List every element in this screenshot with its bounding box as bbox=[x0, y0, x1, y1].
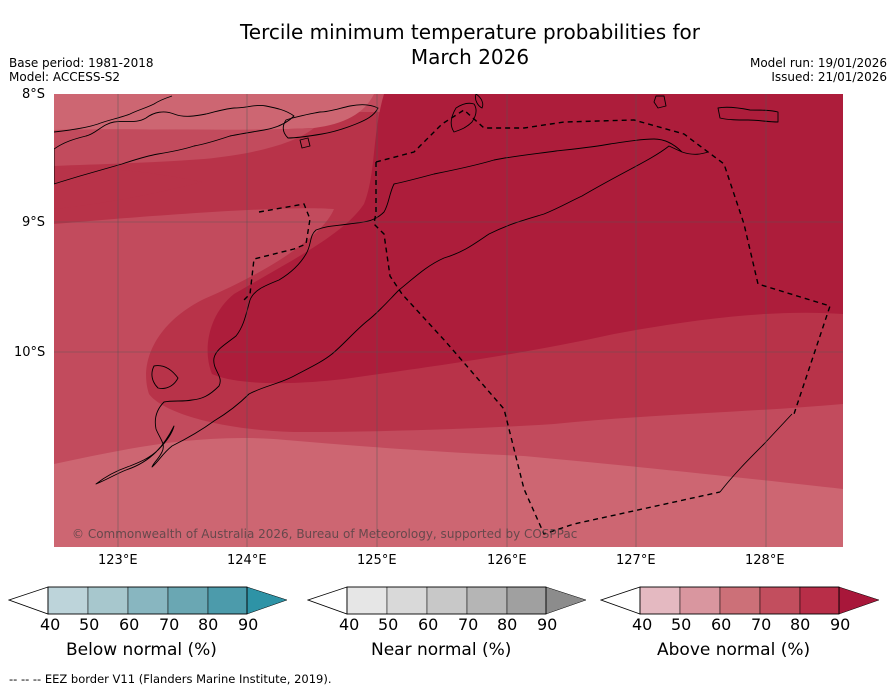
tick-near-90: 90 bbox=[537, 615, 558, 634]
colorbar-above-seg-3 bbox=[759, 586, 801, 615]
eez-borders bbox=[243, 109, 831, 535]
semau-coastline bbox=[151, 365, 179, 389]
small-island-2 bbox=[717, 106, 779, 123]
legend-below-label: Below normal (%) bbox=[66, 640, 217, 660]
colorbar-above-seg-0 bbox=[639, 586, 681, 615]
colorbar-near-seg-3 bbox=[466, 586, 508, 615]
tick-above-70: 70 bbox=[751, 615, 772, 634]
tick-above-50: 50 bbox=[671, 615, 692, 634]
flores-top-coastline bbox=[54, 95, 173, 133]
colorbar-below-seg-2 bbox=[127, 586, 169, 615]
colorbar-near-seg-1 bbox=[386, 586, 428, 615]
legend-above-label: Above normal (%) bbox=[657, 640, 811, 660]
tick-above-40: 40 bbox=[632, 615, 653, 634]
lat-label-9s: 9°S bbox=[22, 215, 46, 230]
tick-near-40: 40 bbox=[339, 615, 360, 634]
colorbar-below-arrow-right bbox=[246, 586, 288, 615]
timor-east-coastline bbox=[681, 151, 709, 155]
tick-below-80: 80 bbox=[198, 615, 219, 634]
eez-timor-leste bbox=[373, 162, 721, 535]
coastlines bbox=[54, 94, 793, 493]
small-island-3 bbox=[475, 94, 484, 109]
lon-label-128e: 128°E bbox=[745, 553, 785, 568]
colorbar-above-normal bbox=[599, 586, 880, 615]
lon-label-125e: 125°E bbox=[357, 553, 397, 568]
tick-above-90: 90 bbox=[830, 615, 851, 634]
footnote: -- -- -- EEZ border V11 (Flanders Marine… bbox=[9, 672, 332, 686]
tick-above-80: 80 bbox=[790, 615, 811, 634]
colorbar-near-seg-0 bbox=[346, 586, 388, 615]
alor-coastline bbox=[282, 104, 379, 139]
colorbar-near-seg-2 bbox=[426, 586, 468, 615]
lon-label-124e: 124°E bbox=[227, 553, 267, 568]
colorbar-above-arrow-right bbox=[838, 586, 880, 615]
issued-text: Issued: 21/01/2026 bbox=[771, 70, 887, 84]
lon-label-126e: 126°E bbox=[487, 553, 527, 568]
colorbar-above-seg-1 bbox=[679, 586, 721, 615]
tick-below-50: 50 bbox=[79, 615, 100, 634]
eez-north bbox=[375, 109, 831, 415]
colorbar-above-arrow-left bbox=[599, 586, 641, 615]
model-run-text: Model run: 19/01/2026 bbox=[749, 56, 887, 70]
tick-below-90: 90 bbox=[238, 615, 259, 634]
meta-left: Base period: 1981-2018 Model: ACCESS-S2 bbox=[9, 56, 154, 84]
tick-near-60: 60 bbox=[418, 615, 439, 634]
eez-oecusse bbox=[243, 203, 311, 301]
tick-below-70: 70 bbox=[159, 615, 180, 634]
timor-south-east-coastline bbox=[719, 413, 793, 493]
colorbar-near-normal bbox=[306, 586, 587, 615]
band-90 bbox=[207, 94, 843, 384]
model-text: Model: ACCESS-S2 bbox=[9, 70, 121, 84]
lat-label-10s: 10°S bbox=[14, 345, 46, 360]
probability-map bbox=[54, 94, 843, 547]
timor-coastline bbox=[151, 138, 683, 468]
lon-label-123e: 123°E bbox=[98, 553, 138, 568]
legend-below-normal: 40 50 60 70 80 90 Below normal (%) bbox=[7, 586, 290, 666]
tick-near-70: 70 bbox=[458, 615, 479, 634]
legend-near-label: Near normal (%) bbox=[371, 640, 512, 660]
copyright-text: © Commonwealth of Australia 2026, Bureau… bbox=[72, 527, 578, 541]
colorbar-near-arrow-right bbox=[545, 586, 587, 615]
lat-label-8s: 8°S bbox=[22, 87, 46, 102]
band-70-topleft bbox=[54, 128, 314, 166]
band-80-leftstrip bbox=[54, 168, 202, 209]
tick-above-60: 60 bbox=[711, 615, 732, 634]
rote-coastline bbox=[95, 425, 175, 485]
colorbar-below-seg-0 bbox=[47, 586, 89, 615]
legend-near-normal: 40 50 60 70 80 90 Near normal (%) bbox=[306, 586, 589, 666]
colorbar-below-seg-1 bbox=[87, 586, 129, 615]
wetar-coastline bbox=[54, 105, 295, 185]
colorbar-below-arrow-left bbox=[7, 586, 49, 615]
colorbar-below-seg-4 bbox=[207, 586, 248, 615]
meta-right: Model run: 19/01/2026 Issued: 21/01/2026 bbox=[750, 56, 887, 84]
small-island-1 bbox=[653, 95, 667, 109]
colorbar-below-seg-3 bbox=[167, 586, 209, 615]
tick-below-40: 40 bbox=[40, 615, 61, 634]
colorbar-near-seg-4 bbox=[506, 586, 547, 615]
atauro-coastline bbox=[450, 102, 477, 133]
lon-label-127e: 127°E bbox=[616, 553, 656, 568]
colorbar-below-normal bbox=[7, 586, 288, 615]
tick-near-80: 80 bbox=[497, 615, 518, 634]
small-island-4 bbox=[299, 137, 311, 149]
colorbar-near-arrow-left bbox=[306, 586, 348, 615]
chart-title: Tercile minimum temperature probabilitie… bbox=[239, 20, 701, 69]
tick-near-50: 50 bbox=[378, 615, 399, 634]
base-period-text: Base period: 1981-2018 bbox=[9, 56, 154, 70]
tick-below-60: 60 bbox=[119, 615, 140, 634]
gridlines bbox=[54, 94, 843, 547]
colorbar-above-seg-2 bbox=[719, 586, 761, 615]
legend-above-normal: 40 50 60 70 80 90 Above normal (%) bbox=[599, 586, 882, 666]
colorbar-above-seg-4 bbox=[799, 586, 840, 615]
